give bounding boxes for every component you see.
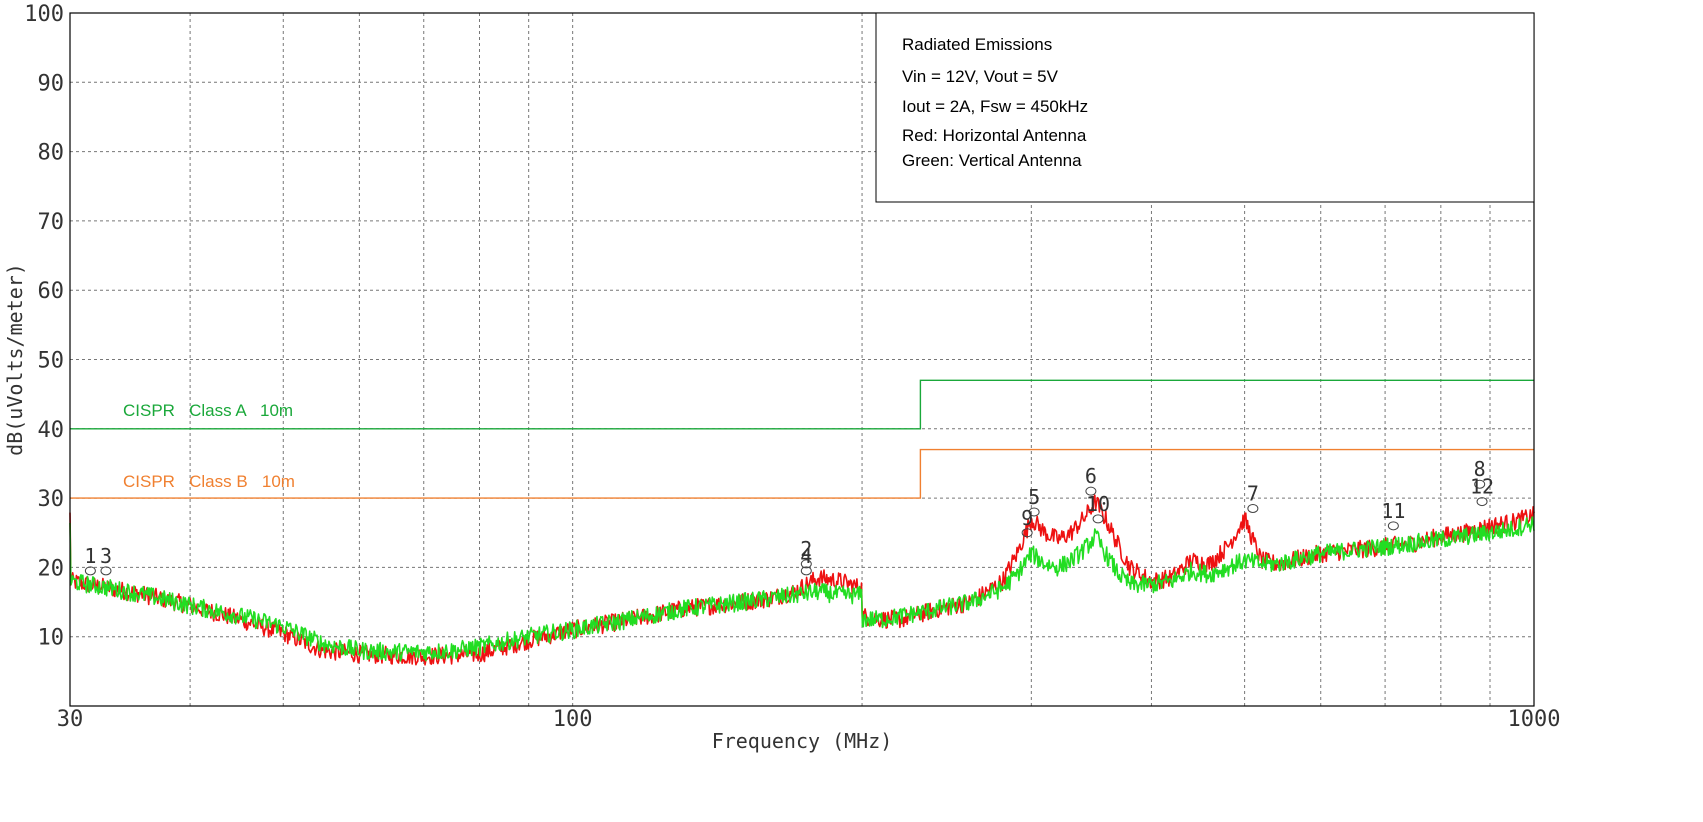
peak-marker <box>800 559 812 569</box>
peak-marker <box>1474 479 1486 489</box>
peak-marker-label: 4 <box>800 544 812 568</box>
limit-lines: CISPR Class A 10m CISPR Class B 10m <box>70 379 1534 499</box>
y-tick-label: 50 <box>38 349 65 374</box>
peak-marker <box>1387 521 1399 531</box>
annotation-title: Radiated Emissions <box>902 35 1052 54</box>
peak-marker <box>84 566 96 576</box>
limit-label: CISPR Class B 10m <box>123 472 295 491</box>
x-axis-label: Frequency (MHz) <box>712 729 893 753</box>
peak-marker <box>1028 507 1040 517</box>
peak-marker <box>1476 497 1488 507</box>
peak-marker <box>1247 503 1259 513</box>
peak-marker-label: 6 <box>1085 464 1097 488</box>
peak-marker-label: 7 <box>1247 481 1259 505</box>
limit-line <box>70 379 1534 430</box>
peak-marker-label: 5 <box>1028 485 1040 509</box>
y-tick-label: 100 <box>24 2 64 27</box>
series-trace <box>69 516 1535 662</box>
peak-marker <box>1085 486 1097 496</box>
peak-marker-label: 10 <box>1086 492 1110 516</box>
peak-markers: 1 3 24 59 6 10 7 11 812 <box>84 457 1494 576</box>
x-tick-labels: 30 100 1000 <box>57 707 1561 732</box>
peak-marker <box>1021 528 1033 538</box>
peak-marker <box>100 566 112 576</box>
peak-marker-label: 8 <box>1474 457 1486 481</box>
series-trace <box>69 494 1535 666</box>
x-tick-label: 1000 <box>1508 707 1561 732</box>
x-tick-label: 100 <box>553 707 593 732</box>
y-axis-label: dB(uVolts/meter) <box>3 263 27 456</box>
x-tick-label: 30 <box>57 707 84 732</box>
peak-marker-label: 12 <box>1470 475 1494 499</box>
limit-label: CISPR Class A 10m <box>123 401 293 420</box>
peak-marker-label: 11 <box>1381 499 1405 523</box>
annotation-line: Red: Horizontal Antenna <box>902 126 1087 145</box>
annotation-line: Iout = 2A, Fsw = 450kHz <box>902 97 1088 116</box>
y-tick-label: 10 <box>38 626 65 651</box>
annotation-frame <box>875 12 1535 203</box>
peak-marker-label: 2 <box>800 537 812 561</box>
y-tick-labels: 10 20 30 40 50 60 70 80 90 100 <box>24 2 64 651</box>
peak-marker <box>1092 514 1104 524</box>
y-tick-label: 20 <box>38 556 65 581</box>
peak-marker <box>800 566 812 576</box>
plot-frame <box>69 12 1535 707</box>
annotation-line: Vin = 12V, Vout = 5V <box>902 67 1059 86</box>
peak-marker-label: 1 <box>84 544 96 568</box>
y-tick-label: 60 <box>38 279 65 304</box>
annotation-line: Green: Vertical Antenna <box>902 151 1082 170</box>
peak-marker-label: 9 <box>1021 506 1033 530</box>
y-tick-label: 40 <box>38 418 65 443</box>
limit-line <box>70 448 1534 499</box>
peak-marker-label: 3 <box>100 544 112 568</box>
data-series <box>69 494 1535 666</box>
y-tick-label: 80 <box>38 141 65 166</box>
y-tick-label: 30 <box>38 487 65 512</box>
y-tick-label: 70 <box>38 210 65 235</box>
annotation-box: Radiated Emissions Vin = 12V, Vout = 5V … <box>875 12 1535 203</box>
y-tick-label: 90 <box>38 71 65 96</box>
